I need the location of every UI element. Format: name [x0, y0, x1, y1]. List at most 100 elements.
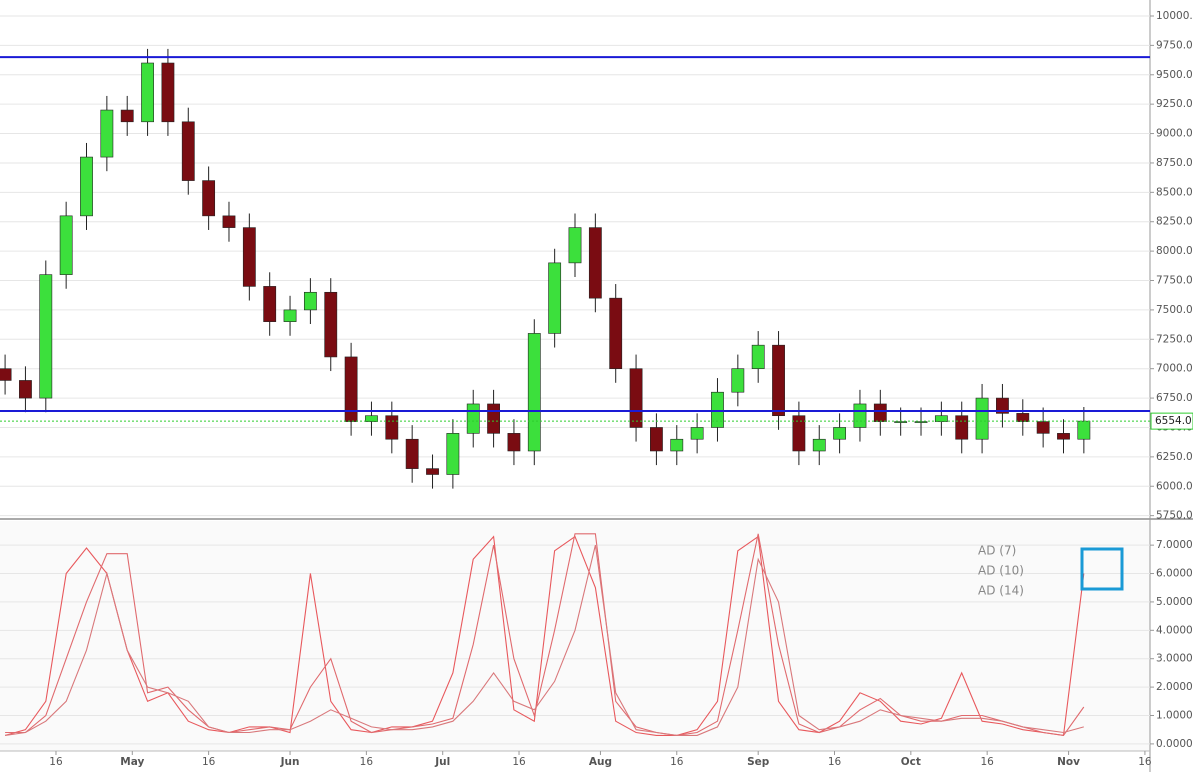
x-tick-label: May [120, 756, 144, 768]
candle-body [1077, 420, 1091, 440]
y-tick-label: 6250.0 [1156, 451, 1193, 463]
candle-body [0, 368, 12, 381]
price-panel [0, 15, 1150, 517]
candle-body [466, 403, 480, 434]
candle-body [955, 415, 969, 440]
price-tag-box [1150, 412, 1193, 430]
candle-body [446, 433, 460, 475]
y-tick-label: 3.0000 [1156, 653, 1193, 665]
candle-body [59, 215, 73, 275]
candle-body [792, 415, 806, 452]
x-tick-label: 16 [512, 756, 526, 768]
y-tick-label: 9000.0 [1156, 128, 1193, 140]
y-tick-label: 8250.0 [1156, 216, 1193, 228]
candle-body [487, 403, 500, 434]
y-tick-label: 4.0000 [1156, 624, 1193, 636]
candle-body [568, 227, 582, 264]
x-tick-label: Jul [434, 756, 450, 768]
price-tag: 6554.0 [1155, 415, 1192, 427]
y-tick-label: 7.0000 [1156, 539, 1193, 551]
candle-body [1057, 433, 1070, 440]
axes: 5750.06000.06250.06500.06750.07000.07250… [49, 10, 1193, 768]
candle-body [548, 262, 562, 334]
x-tick-label: 16 [980, 756, 994, 768]
indicator-plot [0, 533, 1150, 745]
x-tick-label: 16 [1138, 756, 1152, 768]
candle-body [670, 438, 684, 452]
y-tick-label: 5750.0 [1156, 510, 1193, 522]
candle-body [120, 109, 134, 123]
candle-body [100, 109, 114, 158]
legend-entry: AD (10) [978, 564, 1024, 578]
x-tick-label: Nov [1057, 756, 1080, 768]
x-tick-label: 16 [202, 756, 216, 768]
candle-body [650, 427, 663, 452]
candle-body [833, 427, 847, 440]
candle-body [1016, 413, 1030, 422]
candle-body [222, 215, 236, 228]
candle-body [405, 438, 419, 469]
candle-body [975, 397, 989, 440]
x-tick-label: Jun [280, 756, 300, 768]
y-tick-label: 9500.0 [1156, 69, 1193, 81]
candle-body [202, 180, 216, 217]
y-tick-label: 7500.0 [1156, 304, 1193, 316]
candle-body [385, 415, 399, 440]
candle-body [283, 309, 297, 322]
candle-body [507, 433, 521, 452]
candle-body [303, 291, 317, 311]
candle-body [853, 403, 867, 428]
x-tick-label: 16 [828, 756, 842, 768]
x-tick-label: 16 [670, 756, 684, 768]
y-tick-label: 1.0000 [1156, 710, 1193, 722]
y-tick-label: 0.0000 [1156, 738, 1193, 750]
candle-body [629, 368, 643, 428]
candle-body [344, 356, 358, 422]
y-tick-label: 6750.0 [1156, 392, 1193, 404]
candle-body [181, 121, 195, 181]
candle-body [365, 415, 378, 422]
y-tick-label: 9250.0 [1156, 98, 1193, 110]
candle-body [751, 344, 765, 369]
candle-body [731, 368, 745, 393]
y-tick-label: 7750.0 [1156, 275, 1193, 287]
y-tick-label: 6.0000 [1156, 568, 1193, 580]
candle-body [772, 344, 785, 417]
candle-body [39, 274, 53, 399]
candle-body [690, 427, 704, 440]
candle-body [711, 391, 724, 428]
legend-entry: AD (14) [978, 584, 1024, 598]
y-tick-label: 7000.0 [1156, 363, 1193, 375]
x-tick-label: Sep [747, 756, 770, 768]
candle-body [426, 468, 439, 475]
candle-body [324, 291, 338, 358]
y-tick-label: 8000.0 [1156, 245, 1193, 257]
candle-body [873, 403, 887, 422]
candle-body [996, 397, 1009, 414]
x-tick-label: 16 [49, 756, 63, 768]
candle-body [609, 297, 623, 369]
y-tick-label: 6000.0 [1156, 480, 1193, 492]
candle-body [1036, 421, 1050, 434]
candle-body [812, 438, 826, 452]
ad-line [4, 535, 1085, 737]
y-tick-label: 8750.0 [1156, 157, 1193, 169]
y-tick-label: 5.0000 [1156, 596, 1193, 608]
candle-body [141, 62, 154, 123]
y-tick-label: 7250.0 [1156, 333, 1193, 345]
candle-body [242, 227, 256, 287]
x-tick-label: Aug [589, 756, 612, 768]
selection-box[interactable] [1080, 547, 1124, 591]
y-tick-label: 9750.0 [1156, 39, 1193, 51]
candle-body [19, 380, 32, 399]
ad-line [5, 544, 1084, 736]
candle-body [588, 227, 602, 299]
x-tick-label: Oct [901, 756, 921, 768]
x-tick-label: 16 [360, 756, 374, 768]
y-tick-label: 2.0000 [1156, 681, 1193, 693]
y-tick-label: 8500.0 [1156, 186, 1193, 198]
candle-body [527, 333, 541, 452]
legend-entry: AD (7) [978, 544, 1016, 558]
candle-body [263, 286, 277, 322]
